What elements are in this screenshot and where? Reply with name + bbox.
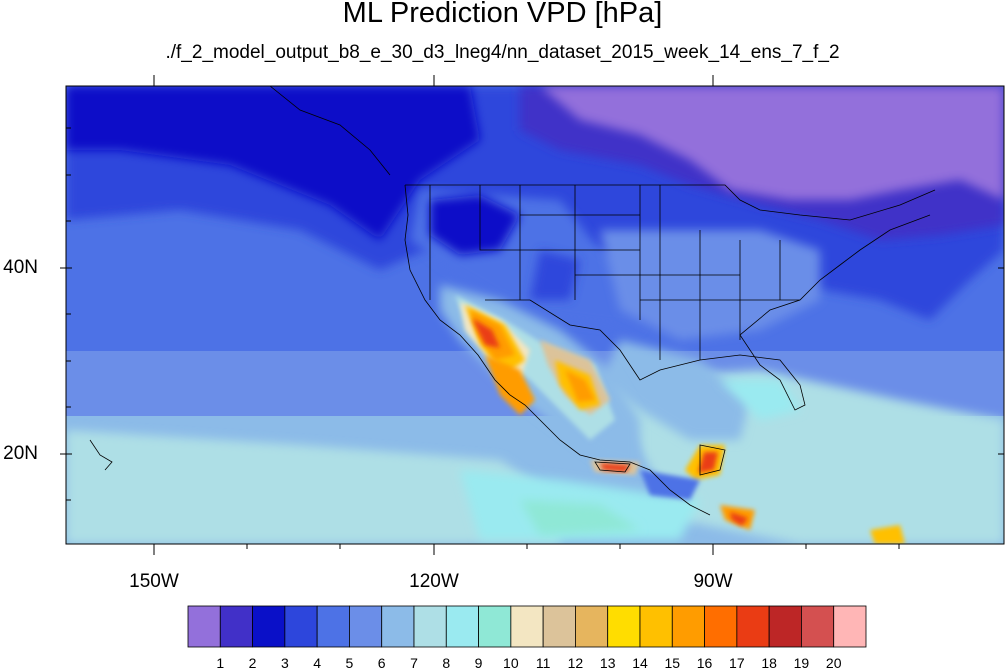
colorbar-tick-label: 6 — [377, 655, 386, 671]
colorbar-box — [801, 605, 835, 648]
colorbar-box — [187, 605, 221, 648]
colorbar-box — [639, 605, 673, 648]
colorbar-box — [768, 605, 802, 648]
colorbar-tick-label: 10 — [503, 655, 519, 671]
colorbar-box — [510, 605, 544, 648]
lon-label-120w: 120W — [409, 571, 459, 592]
colorbar-box — [252, 605, 286, 648]
colorbar-box — [575, 605, 609, 648]
lat-label-20n: 20N — [3, 443, 38, 464]
colorbar-box — [316, 605, 350, 648]
boundary-lines — [89, 86, 936, 516]
colorbar-box — [219, 605, 253, 648]
colorbar-tick-label: 2 — [248, 655, 257, 671]
map-frame — [65, 85, 1005, 545]
colorbar-box — [349, 605, 383, 648]
plot-subtitle: ./f_2_model_output_b8_e_30_d3_lneg4/nn_d… — [165, 42, 840, 63]
colorbar-tick-label: 13 — [599, 655, 616, 671]
axis-ticks — [60, 75, 1004, 555]
colorbar-tick-label: 9 — [474, 655, 483, 671]
vpd-field — [66, 86, 1004, 544]
colorbar-tick-label: 16 — [696, 655, 713, 671]
colorbar-box — [284, 605, 318, 648]
colorbar-tick-label: 1 — [216, 655, 225, 671]
colorbar-box — [607, 605, 641, 648]
colorbar-box — [381, 605, 415, 648]
colorbar-box — [671, 605, 705, 648]
colorbar-tick-label: 4 — [313, 655, 322, 671]
colorbar-box — [833, 605, 867, 648]
colorbar-box — [478, 605, 512, 648]
colorbar-tick-label: 7 — [410, 655, 418, 671]
colorbar-box — [704, 605, 738, 648]
colorbar — [187, 605, 867, 648]
colorbar-tick-label: 18 — [761, 655, 777, 671]
colorbar-tick-label: 3 — [280, 655, 289, 671]
colorbar-box — [445, 605, 479, 648]
colorbar-tick-label: 19 — [793, 655, 810, 671]
lat-label-40n: 40N — [3, 257, 38, 278]
colorbar-tick-label: 15 — [664, 655, 681, 671]
colorbar-tick-label: 17 — [729, 655, 745, 671]
colorbar-tick-label: 5 — [345, 655, 354, 671]
colorbar-tick-label: 12 — [567, 655, 584, 671]
lon-label-150w: 150W — [129, 571, 179, 592]
colorbar-box — [542, 605, 576, 648]
colorbar-tick-label: 11 — [535, 655, 551, 671]
colorbar-box — [736, 605, 770, 648]
colorbar-tick-label: 14 — [632, 655, 648, 671]
plot-title: ML Prediction VPD [hPa] — [342, 0, 663, 29]
colorbar-box — [413, 605, 447, 648]
lon-label-90w: 90W — [693, 571, 733, 592]
colorbar-tick-label: 8 — [442, 655, 451, 671]
colorbar-tick-label: 20 — [825, 655, 842, 671]
